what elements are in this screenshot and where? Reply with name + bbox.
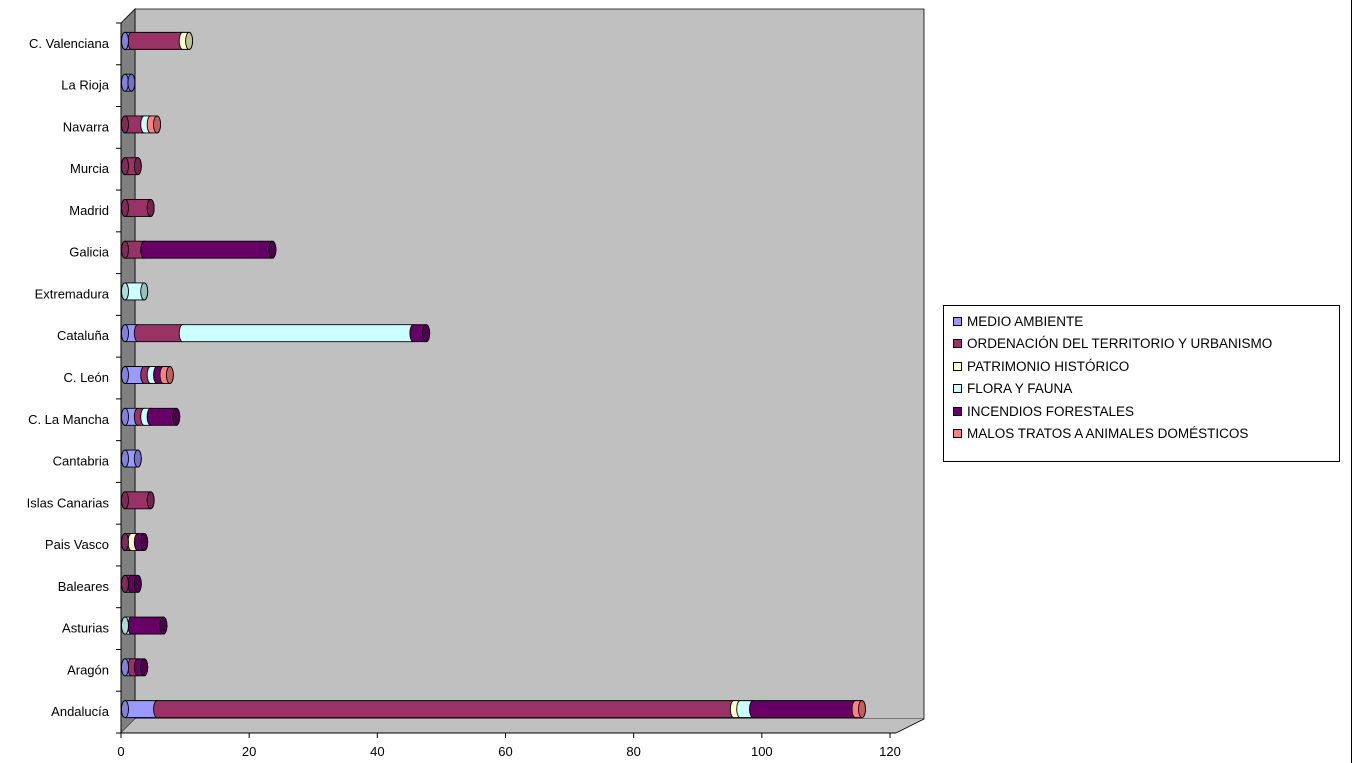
bar-end-cap — [159, 616, 168, 635]
bar-segment — [749, 700, 860, 719]
x-tick-label: 100 — [751, 744, 773, 759]
bar-segment — [127, 31, 187, 50]
legend-swatch — [953, 361, 962, 371]
legend-item: MEDIO AMBIENTE — [953, 310, 1339, 333]
legend-swatch — [953, 316, 962, 326]
bar-end-cap — [146, 198, 155, 217]
bar-end-cap — [268, 240, 277, 259]
bar-end-cap — [133, 449, 142, 468]
bar-start-cap — [121, 407, 129, 426]
bar-start-cap — [121, 324, 129, 343]
legend-label: PATRIMONIO HISTÓRICO — [967, 358, 1130, 374]
bar-end-cap — [172, 407, 181, 426]
category-label: Asturias — [62, 621, 109, 636]
bar-start-cap — [121, 282, 129, 301]
bar-end-cap — [127, 73, 136, 92]
category-label: Islas Canarias — [27, 495, 110, 510]
legend-label: ORDENACIÓN DEL TERRITORIO Y URBANISMO — [967, 336, 1273, 352]
floor-right-edge — [895, 718, 925, 734]
category-label: Pais Vasco — [45, 537, 109, 552]
category-label: Murcia — [70, 161, 110, 176]
legend-swatch — [953, 339, 962, 349]
bar-start-cap — [121, 449, 129, 468]
legend-item: PATRIMONIO HISTÓRICO — [953, 355, 1339, 378]
bar-end-cap — [140, 658, 149, 677]
bar-start-cap — [121, 115, 129, 134]
category-label: Navarra — [63, 119, 110, 134]
x-tick-label: 20 — [242, 744, 256, 759]
bar-start-cap — [121, 366, 129, 384]
bar-end-cap — [140, 282, 149, 301]
bar-segment — [140, 240, 277, 259]
x-tick-label: 60 — [498, 744, 512, 759]
bar-start-cap — [121, 491, 129, 510]
frame-border — [1351, 0, 1352, 763]
category-label: Aragón — [67, 662, 109, 677]
legend-label: FLORA Y FAUNA — [967, 381, 1073, 397]
bar-end-cap — [858, 700, 866, 719]
bar-start-cap — [121, 157, 129, 176]
legend-label: INCENDIOS FORESTALES — [967, 403, 1135, 419]
bar-end-cap — [422, 324, 431, 343]
bar-segment — [178, 324, 418, 343]
legend-swatch — [953, 429, 962, 439]
x-tick-label: 0 — [117, 744, 124, 759]
bar-end-cap — [185, 31, 194, 50]
category-label: Cataluña — [57, 328, 110, 343]
legend-swatch — [953, 406, 962, 416]
bar-start-cap — [121, 658, 129, 677]
legend-label: MEDIO AMBIENTE — [967, 313, 1084, 329]
plot-back-wall — [134, 8, 925, 720]
bar-start-cap — [121, 73, 129, 92]
legend-item: FLORA Y FAUNA — [953, 378, 1339, 401]
bar-segment — [133, 324, 187, 343]
bar-start-cap — [121, 616, 129, 635]
legend-swatch — [953, 384, 962, 394]
legend-label: MALOS TRATOS A ANIMALES DOMÉSTICOS — [967, 426, 1249, 442]
bar-start-cap — [121, 574, 129, 593]
bar-start-cap — [121, 700, 129, 719]
bar-end-cap — [133, 157, 142, 176]
bar-end-cap — [133, 574, 142, 593]
legend-item: MALOS TRATOS A ANIMALES DOMÉSTICOS — [953, 423, 1339, 446]
x-tick-label: 80 — [626, 744, 640, 759]
category-label: Galicia — [69, 245, 110, 260]
bar-start-cap — [121, 31, 129, 50]
bar-start-cap — [121, 198, 129, 217]
category-label: Cantabria — [53, 454, 110, 469]
x-tick-label: 40 — [370, 744, 384, 759]
category-label: Extremadura — [35, 286, 110, 301]
bar-segment — [153, 700, 738, 719]
bar-end-cap — [165, 366, 174, 384]
category-label: Baleares — [58, 579, 110, 594]
bar-end-cap — [140, 533, 149, 552]
category-label: C. La Mancha — [28, 412, 110, 427]
category-label: C. León — [63, 370, 109, 385]
legend: MEDIO AMBIENTE ORDENACIÓN DEL TERRITORIO… — [943, 305, 1340, 462]
bar-end-cap — [146, 491, 155, 510]
plot-floor — [121, 719, 924, 733]
category-label: Andalucía — [51, 704, 110, 719]
bar-start-cap — [121, 240, 129, 259]
category-label: C. Valenciana — [29, 36, 110, 51]
legend-item: ORDENACIÓN DEL TERRITORIO Y URBANISMO — [953, 333, 1339, 356]
category-label: La Rioja — [61, 78, 109, 93]
legend-item: INCENDIOS FORESTALES — [953, 400, 1339, 423]
bar-start-cap — [121, 533, 129, 552]
x-tick-label: 120 — [879, 744, 901, 759]
category-label: Madrid — [69, 203, 109, 218]
bar-end-cap — [153, 115, 161, 134]
